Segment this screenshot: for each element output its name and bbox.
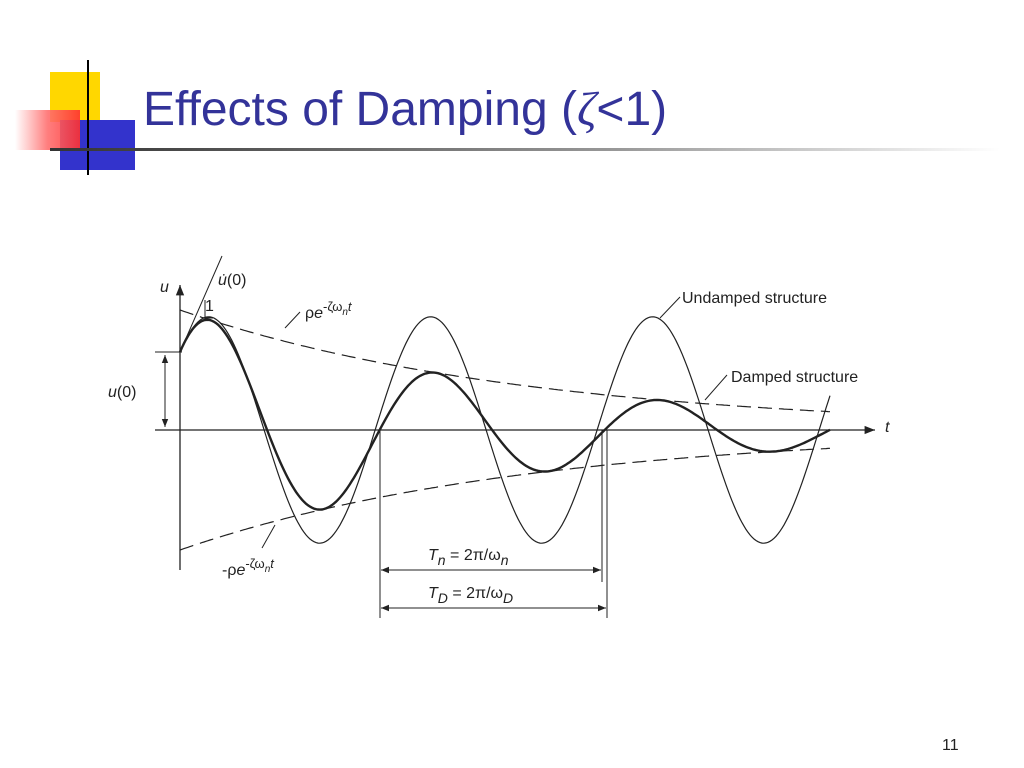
- label-part: D: [438, 590, 448, 606]
- u0-label: u(0): [108, 384, 136, 401]
- slide-title: Effects of Damping (ζ<1): [143, 83, 667, 136]
- label-part: t: [348, 299, 353, 314]
- label-part: n: [265, 564, 271, 575]
- u-axis-label: u: [160, 279, 169, 296]
- label-part: e: [236, 562, 245, 579]
- page-number: 11: [942, 737, 959, 754]
- label-part: ρ: [305, 305, 314, 322]
- label-part: n: [342, 307, 348, 318]
- damped-label: Damped structure: [731, 369, 858, 386]
- label-part: D: [503, 590, 513, 606]
- labels: u t u̇(0) 1 ρe-ζωnt -ρe-ζωnt Undamped st…: [108, 272, 890, 606]
- label-part: e: [314, 305, 323, 322]
- label-part: = 2π/ω: [448, 585, 503, 602]
- leader: [261, 524, 276, 549]
- label-part: = 2π/ω: [446, 547, 501, 564]
- label-part: u: [108, 384, 117, 401]
- envelope-upper: [179, 309, 831, 413]
- leader: [659, 296, 681, 319]
- velocity-label: u̇(0): [218, 272, 246, 289]
- label-part: n: [438, 552, 446, 568]
- label-part: -ζω: [323, 299, 342, 314]
- title-text: <1): [596, 83, 667, 136]
- envelope-upper-label: ρe-ζωnt: [305, 299, 353, 322]
- damping-figure: [155, 255, 875, 618]
- leader: [704, 374, 728, 401]
- label-part: -ζω: [245, 556, 264, 571]
- label-part: -ρ: [222, 562, 236, 579]
- tn-label: Tn = 2π/ωn: [428, 547, 509, 568]
- td-label: TD = 2π/ωD: [428, 585, 513, 606]
- t-axis-label: t: [885, 419, 890, 436]
- undamped-label: Undamped structure: [682, 290, 827, 307]
- label-part: (0): [117, 384, 137, 401]
- leader: [284, 311, 301, 329]
- title-text: Effects of Damping (: [143, 83, 577, 136]
- label-part: u̇: [218, 272, 227, 289]
- slope-label: 1: [205, 298, 214, 315]
- label-part: (0): [227, 272, 247, 289]
- label-part: T: [428, 585, 439, 602]
- envelope-lower-label: -ρe-ζωnt: [222, 556, 275, 579]
- envelope-lower: [179, 447, 831, 551]
- decoration: [15, 60, 1000, 175]
- title-symbol: ζ: [577, 83, 600, 136]
- undamped-curve: [179, 316, 831, 544]
- damped-curve: [178, 318, 831, 511]
- label-part: T: [428, 547, 439, 564]
- label-part: t: [270, 556, 275, 571]
- label-part: n: [501, 552, 509, 568]
